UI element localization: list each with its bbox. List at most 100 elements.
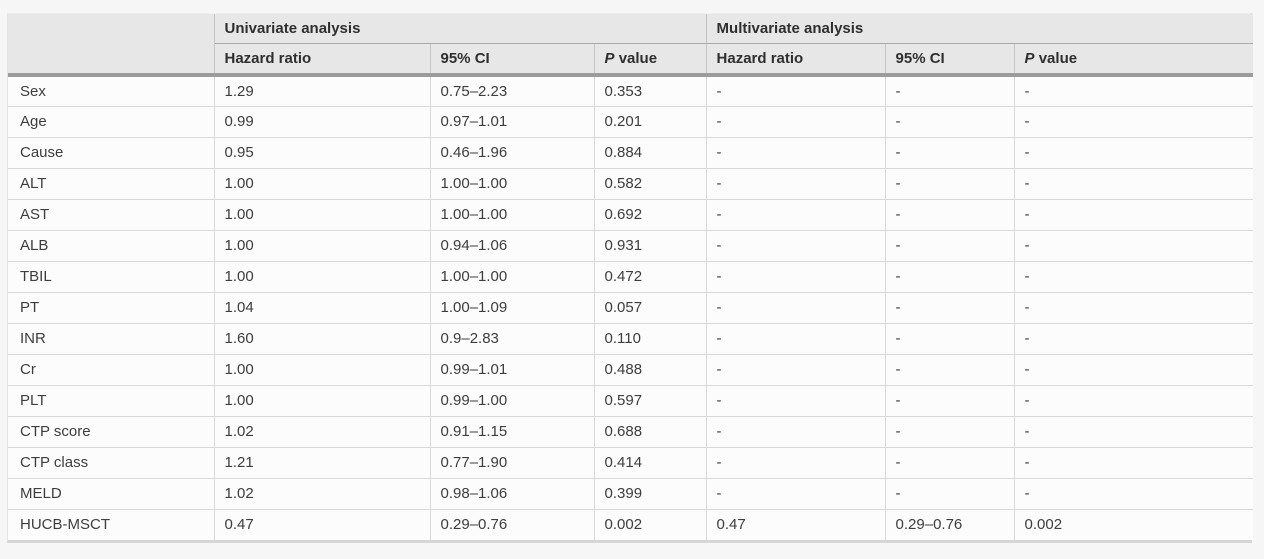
cell-multi-ci: - [884, 260, 1015, 293]
cell-multi-hr: - [705, 105, 886, 138]
cell-uni-p: 0.399 [593, 477, 707, 510]
cell-multi-p: - [1013, 105, 1254, 138]
cell-variable: CTP class [8, 446, 215, 479]
cell-uni-ci: 0.29–0.76 [429, 508, 595, 540]
cell-uni-ci: 0.77–1.90 [429, 446, 595, 479]
cell-uni-hr: 1.29 [213, 74, 431, 107]
cell-multi-hr: - [705, 229, 886, 262]
cell-uni-p: 0.488 [593, 353, 707, 386]
cell-uni-ci: 0.9–2.83 [429, 322, 595, 355]
cell-multi-p: - [1013, 322, 1254, 355]
cell-uni-p: 0.884 [593, 136, 707, 169]
cell-variable: Cause [8, 136, 215, 169]
col-header-uni-p-value: P value [594, 43, 707, 77]
analysis-table: Univariate analysis Multivariate analysi… [8, 14, 1254, 540]
cell-variable: PLT [8, 384, 215, 417]
cell-variable: MELD [8, 477, 215, 510]
group-header-row: Univariate analysis Multivariate analysi… [8, 14, 1254, 77]
cell-variable: HUCB-MSCT [8, 508, 215, 540]
cell-variable: CTP score [8, 415, 215, 448]
cell-multi-ci: - [884, 74, 1015, 107]
cell-multi-ci: - [884, 136, 1015, 169]
cell-uni-ci: 0.46–1.96 [429, 136, 595, 169]
col-header-uni-hazard-ratio: Hazard ratio [214, 43, 431, 77]
cell-uni-hr: 1.00 [213, 260, 431, 293]
table-row-alt: ALT 1.00 1.00–1.00 0.582 - - - [8, 167, 1254, 200]
table-row-plt: PLT 1.00 0.99–1.00 0.597 - - - [8, 384, 1254, 417]
cell-uni-ci: 1.00–1.00 [429, 260, 595, 293]
cell-multi-hr: - [705, 167, 886, 200]
cell-uni-hr: 1.02 [213, 415, 431, 448]
cell-variable: AST [8, 198, 215, 231]
cell-multi-hr: - [705, 415, 886, 448]
cell-uni-ci: 0.98–1.06 [429, 477, 595, 510]
cell-uni-hr: 0.47 [213, 508, 431, 540]
table-row-cause: Cause 0.95 0.46–1.96 0.884 - - - [8, 136, 1254, 169]
cell-multi-hr: - [705, 446, 886, 479]
cell-multi-p: - [1013, 415, 1254, 448]
cell-multi-p: - [1013, 167, 1254, 200]
cell-multi-ci: - [884, 446, 1015, 479]
table-row-ctp-class: CTP class 1.21 0.77–1.90 0.414 - - - [8, 446, 1254, 479]
cell-variable: ALB [8, 229, 215, 262]
cell-multi-hr: - [705, 74, 886, 107]
cell-uni-hr: 1.60 [213, 322, 431, 355]
cell-uni-p: 0.057 [593, 291, 707, 324]
cell-multi-p: - [1013, 74, 1254, 107]
cell-uni-p: 0.110 [593, 322, 707, 355]
cell-uni-hr: 1.04 [213, 291, 431, 324]
cell-variable: Cr [8, 353, 215, 386]
cell-uni-hr: 1.00 [213, 353, 431, 386]
p-label: value [618, 49, 658, 67]
cell-multi-p: - [1013, 229, 1254, 262]
cell-multi-ci: - [884, 353, 1015, 386]
cell-uni-hr: 0.95 [213, 136, 431, 169]
cell-multi-p: - [1013, 291, 1254, 324]
table-row-sex: Sex 1.29 0.75–2.23 0.353 - - - [8, 74, 1254, 107]
cell-multi-p: - [1013, 384, 1254, 417]
cell-uni-hr: 1.00 [213, 198, 431, 231]
p-label: value [1038, 49, 1078, 67]
cell-multi-hr: - [705, 260, 886, 293]
cell-uni-p: 0.582 [593, 167, 707, 200]
cell-multi-ci: - [884, 229, 1015, 262]
cell-uni-ci: 0.97–1.01 [429, 105, 595, 138]
table-row-inr: INR 1.60 0.9–2.83 0.110 - - - [8, 322, 1254, 355]
cell-multi-hr: 0.47 [705, 508, 886, 540]
cell-uni-hr: 0.99 [213, 105, 431, 138]
cell-uni-ci: 0.91–1.15 [429, 415, 595, 448]
table-row-ast: AST 1.00 1.00–1.00 0.692 - - - [8, 198, 1254, 231]
cell-uni-p: 0.597 [593, 384, 707, 417]
cell-uni-ci: 0.94–1.06 [429, 229, 595, 262]
table-row-alb: ALB 1.00 0.94–1.06 0.931 - - - [8, 229, 1254, 262]
cell-multi-p: - [1013, 260, 1254, 293]
cell-multi-ci: - [884, 167, 1015, 200]
cell-multi-ci: - [884, 105, 1015, 138]
cell-uni-ci: 1.00–1.09 [429, 291, 595, 324]
cell-multi-ci: - [884, 322, 1015, 355]
table-row-hucb-msct: HUCB-MSCT 0.47 0.29–0.76 0.002 0.47 0.29… [8, 508, 1254, 540]
cell-uni-ci: 0.99–1.00 [429, 384, 595, 417]
cell-variable: ALT [8, 167, 215, 200]
corner-header-cell [8, 14, 215, 77]
cell-uni-hr: 1.00 [213, 384, 431, 417]
cell-uni-p: 0.414 [593, 446, 707, 479]
cell-multi-ci: 0.29–0.76 [884, 508, 1015, 540]
cell-uni-p: 0.201 [593, 105, 707, 138]
cell-multi-ci: - [884, 477, 1015, 510]
cell-uni-p: 0.002 [593, 508, 707, 540]
cell-multi-hr: - [705, 322, 886, 355]
cell-uni-hr: 1.02 [213, 477, 431, 510]
cell-multi-ci: - [884, 384, 1015, 417]
cox-regression-table: Univariate analysis Multivariate analysi… [7, 13, 1254, 543]
cell-multi-hr: - [705, 353, 886, 386]
p-italic: P [604, 49, 615, 67]
sub-header-row: Hazard ratio 95% CI P value Hazard ratio… [8, 43, 1254, 77]
cell-variable: Sex [8, 74, 215, 107]
cell-multi-p: - [1013, 198, 1254, 231]
cell-variable: PT [8, 291, 215, 324]
table-row-age: Age 0.99 0.97–1.01 0.201 - - - [8, 105, 1254, 138]
group-header-multivariate: Multivariate analysis [705, 14, 1254, 44]
cell-uni-hr: 1.00 [213, 167, 431, 200]
table-row-cr: Cr 1.00 0.99–1.01 0.488 - - - [8, 353, 1254, 386]
